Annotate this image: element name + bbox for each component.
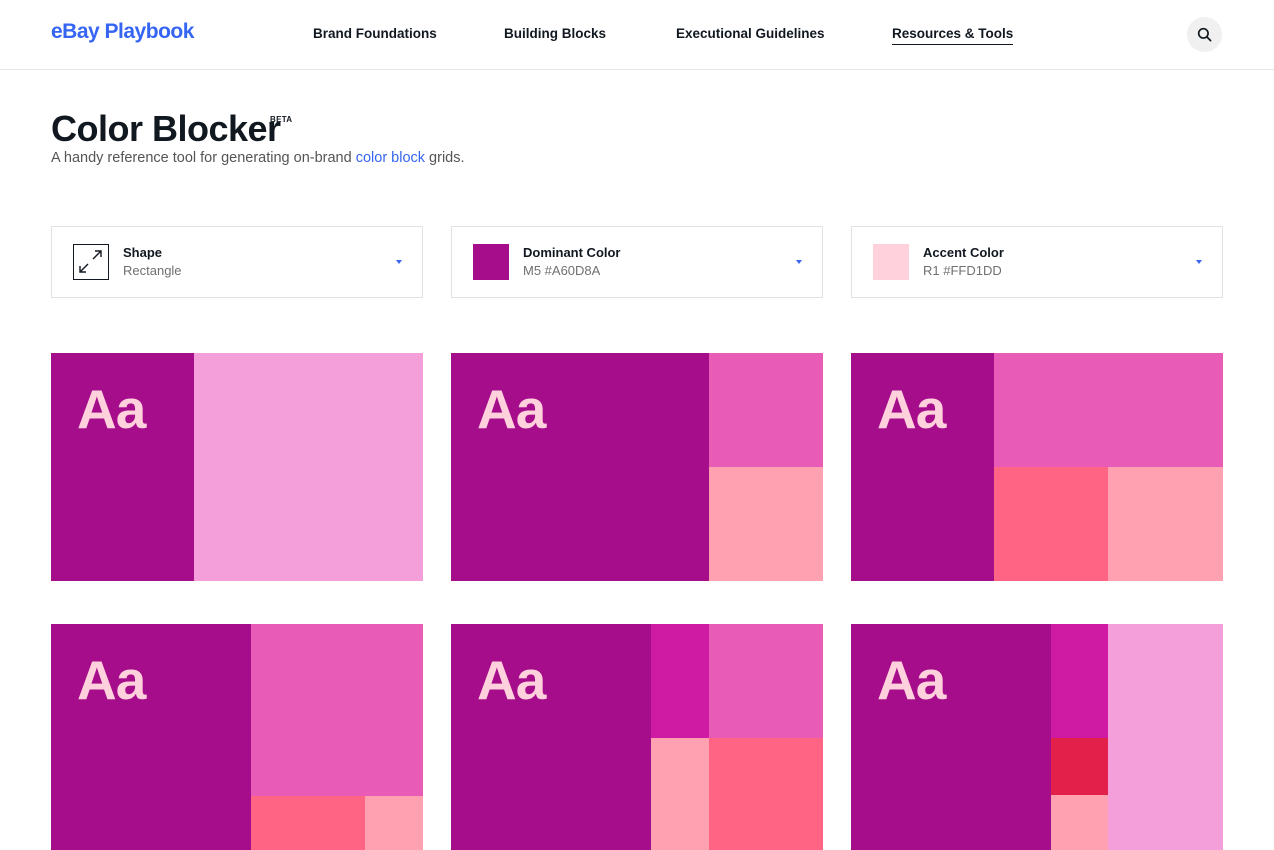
dominant-color-swatch — [473, 244, 509, 280]
block-red — [1051, 738, 1108, 795]
color-block-grid-6[interactable]: Aa — [851, 624, 1223, 850]
block-magenta — [651, 624, 709, 738]
page-title: Color Blocker — [51, 108, 281, 149]
color-block-link[interactable]: color block — [355, 150, 426, 166]
sample-text: Aa — [877, 378, 946, 440]
block-dominant — [851, 624, 1051, 850]
chevron-down-icon — [1196, 260, 1202, 264]
dominant-color-selector[interactable]: Dominant Color M5 #A60D8A — [451, 226, 823, 298]
block-rose-light — [1051, 795, 1108, 850]
block-rose — [709, 738, 823, 850]
block-magenta — [1051, 624, 1108, 738]
shape-label: Shape — [123, 245, 163, 260]
sample-text: Aa — [77, 649, 146, 711]
block-pink-mid — [251, 624, 423, 796]
block-pink-light — [1108, 624, 1223, 850]
block-dominant — [51, 624, 251, 850]
expand-arrows-icon — [73, 244, 109, 280]
block-dominant — [51, 353, 194, 581]
beta-badge: BETA — [270, 115, 293, 124]
nav-executional-guidelines[interactable]: Executional Guidelines — [676, 26, 825, 41]
nav-building-blocks[interactable]: Building Blocks — [504, 26, 607, 41]
sample-text: Aa — [477, 649, 546, 711]
dominant-color-value: M5 #A60D8A — [523, 263, 601, 278]
block-rose-light — [709, 467, 823, 581]
subtitle-text: A handy reference tool for generating on… — [51, 150, 356, 166]
accent-color-label: Accent Color — [923, 245, 1004, 260]
block-rose — [251, 796, 365, 850]
subtitle-text-end: grids. — [425, 150, 465, 166]
sample-text: Aa — [477, 378, 546, 440]
sample-text: Aa — [877, 649, 946, 711]
accent-color-value: R1 #FFD1DD — [923, 263, 1002, 278]
block-rose-light — [1108, 467, 1223, 581]
color-block-grid-3[interactable]: Aa — [851, 353, 1223, 581]
site-header: eBay Playbook Brand Foundations Building… — [0, 0, 1274, 70]
color-block-grid-1[interactable]: Aa — [51, 353, 423, 581]
block-pink-mid — [994, 353, 1223, 467]
block-dominant — [451, 624, 651, 850]
nav-brand-foundations[interactable]: Brand Foundations — [313, 26, 437, 41]
chevron-down-icon — [396, 260, 402, 264]
search-icon — [1197, 27, 1212, 42]
block-pink-mid — [709, 353, 823, 467]
block-dominant — [451, 353, 709, 581]
search-button[interactable] — [1187, 17, 1222, 52]
nav-resources-tools[interactable]: Resources & Tools — [892, 26, 1014, 45]
logo[interactable]: eBay Playbook — [51, 20, 194, 43]
block-dominant — [851, 353, 994, 581]
shape-selector[interactable]: Shape Rectangle — [51, 226, 423, 298]
accent-color-swatch — [873, 244, 909, 280]
color-block-grid-4[interactable]: Aa — [51, 624, 423, 850]
sample-text: Aa — [77, 378, 146, 440]
accent-color-selector[interactable]: Accent Color R1 #FFD1DD — [851, 226, 1223, 298]
block-rose-light — [651, 738, 709, 850]
color-block-grid-5[interactable]: Aa — [451, 624, 823, 850]
shape-value: Rectangle — [123, 263, 182, 278]
block-pink-light — [194, 353, 423, 581]
block-pink-mid — [709, 624, 823, 738]
block-rose — [994, 467, 1108, 581]
chevron-down-icon — [796, 260, 802, 264]
dominant-color-label: Dominant Color — [523, 245, 621, 260]
block-rose-light — [365, 796, 423, 850]
color-block-grid-2[interactable]: Aa — [451, 353, 823, 581]
page-subtitle: A handy reference tool for generating on… — [51, 150, 465, 166]
